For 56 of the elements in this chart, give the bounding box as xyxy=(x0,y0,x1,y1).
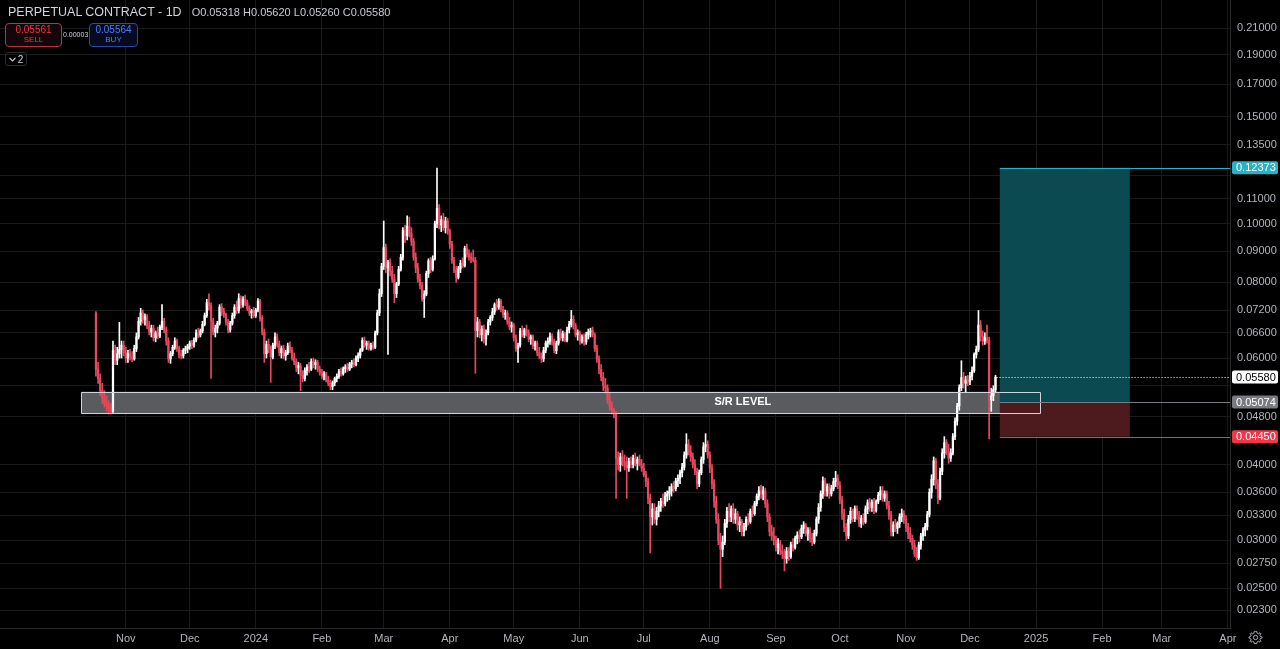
x-tick-label: May xyxy=(503,631,525,644)
y-tick-label: 0.10000 xyxy=(1237,216,1277,229)
x-tick-label: 2025 xyxy=(1023,631,1049,644)
y-tick-label: 0.19000 xyxy=(1237,47,1277,60)
annotation: BUY xyxy=(105,35,122,45)
y-tick-label: 0.09000 xyxy=(1237,244,1277,257)
sell-button: 0.05561 SELL xyxy=(5,23,62,47)
y-tick-label: 0.15000 xyxy=(1237,110,1277,123)
x-tick-label: Apr xyxy=(441,631,459,644)
x-tick-label: Feb xyxy=(312,631,332,644)
y-tick-label: 0.11000 xyxy=(1237,191,1276,204)
annotation: 0.05564 xyxy=(95,24,132,35)
candlestick xyxy=(363,336,366,348)
y-tick-label: 0.13500 xyxy=(1237,137,1277,150)
y-tick-label: 0.04800 xyxy=(1237,409,1277,422)
y-tick-label: 0.02750 xyxy=(1237,556,1277,569)
x-tick-label: Apr xyxy=(1219,631,1237,644)
y-tick-label: 0.03600 xyxy=(1237,485,1277,498)
x-tick-label: Oct xyxy=(831,631,849,644)
ref-line-label: 0.05074 xyxy=(1236,395,1276,408)
ref-line-label: 0.05580 xyxy=(1236,370,1276,383)
annotation: O0.05318 H0.05620 L0.05260 C0.05580 xyxy=(191,6,391,18)
x-tick-label: Nov xyxy=(115,631,137,644)
x-tick-label: Aug xyxy=(700,631,720,644)
y-tick-label: 0.21000 xyxy=(1237,21,1277,34)
annotation: 0.05561 xyxy=(15,24,52,35)
chart-title: PERPETUAL CONTRACT - 1D xyxy=(8,5,182,19)
x-tick-label: Jun xyxy=(570,631,589,644)
x-tick-label: Feb xyxy=(1092,631,1112,644)
ref-line-label: 0.04450 xyxy=(1236,430,1276,443)
y-tick-label: 0.06000 xyxy=(1237,351,1277,364)
y-tick-label: 0.08000 xyxy=(1237,275,1277,288)
x-tick-label: Jul xyxy=(636,631,651,644)
y-tick-label: 0.02300 xyxy=(1237,603,1277,616)
buy-button: 0.05564 BUY xyxy=(89,23,138,47)
x-tick-label: Nov xyxy=(896,631,917,644)
y-tick-label: 0.02500 xyxy=(1237,581,1277,594)
y-tick-label: 0.17000 xyxy=(1237,77,1277,90)
y-tick-label: 0.03000 xyxy=(1237,533,1277,546)
annotation: SELL xyxy=(23,35,44,45)
ref-line-label: 0.12373 xyxy=(1236,161,1276,174)
x-tick-label: Mar xyxy=(1152,631,1172,644)
x-tick-label: Dec xyxy=(960,631,981,644)
y-tick-label: 0.06600 xyxy=(1237,325,1277,338)
x-tick-label: Sep xyxy=(766,631,786,644)
badge: 2 xyxy=(5,52,27,66)
candlestick xyxy=(636,456,639,471)
y-tick-label: 0.04000 xyxy=(1237,457,1277,470)
x-tick-label: 2024 xyxy=(243,631,269,644)
band-label: S/R LEVEL xyxy=(714,395,772,408)
annotation: 2 xyxy=(17,53,24,65)
y-tick-label: 0.07200 xyxy=(1237,303,1277,316)
y-tick-label: 0.03300 xyxy=(1237,508,1277,521)
x-tick-label: Mar xyxy=(374,631,394,644)
x-tick-label: Dec xyxy=(179,631,200,644)
candlestick xyxy=(250,309,253,319)
